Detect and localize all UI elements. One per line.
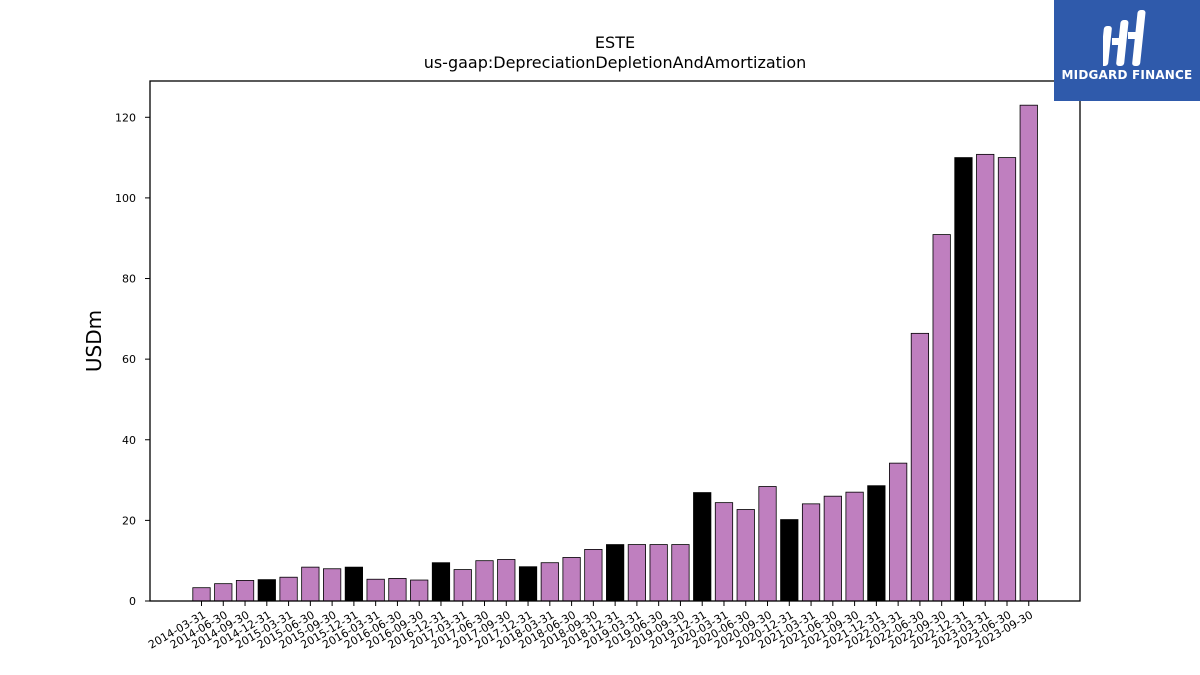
- bar: [344, 566, 363, 602]
- bar: [497, 559, 516, 602]
- bar: [431, 562, 451, 602]
- bar: [562, 557, 581, 602]
- bar: [410, 579, 429, 602]
- bar: [518, 566, 538, 602]
- bar: [889, 462, 908, 602]
- bar: [780, 519, 799, 602]
- y-tick-label: 40: [122, 434, 136, 447]
- bar: [801, 503, 821, 602]
- bar: [932, 234, 951, 602]
- bar: [954, 157, 973, 602]
- bar: [584, 549, 603, 602]
- bar: [388, 578, 407, 602]
- bar: [192, 587, 211, 602]
- y-tick-label: 100: [115, 192, 136, 205]
- bar: [453, 569, 472, 602]
- y-axis-label: USDm: [82, 310, 106, 372]
- midgard-logo-icon: [1103, 10, 1146, 66]
- bars-group: [192, 104, 1038, 602]
- bar: [997, 157, 1017, 602]
- midgard-finance-logo: MIDGARD FINANCE: [1054, 0, 1200, 101]
- bar: [606, 544, 625, 602]
- bar: [301, 566, 320, 602]
- bar: [475, 560, 494, 602]
- bar: [736, 509, 755, 602]
- bar: [823, 495, 842, 602]
- bar: [235, 580, 255, 602]
- bar: [1019, 104, 1038, 602]
- y-tick-label: 0: [129, 595, 136, 608]
- bar: [214, 583, 233, 602]
- bar: [976, 153, 995, 602]
- chart-title: ESTE: [595, 33, 635, 52]
- bar: [671, 544, 690, 602]
- bar: [714, 502, 734, 602]
- plot-frame: [149, 80, 1081, 602]
- bar: [758, 486, 777, 602]
- y-axis: 0 20 40 60 80 100 120: [115, 111, 150, 608]
- bar: [366, 578, 385, 602]
- y-tick-label: 20: [122, 514, 136, 527]
- bar: [257, 579, 276, 602]
- y-tick-label: 60: [122, 353, 136, 366]
- bar: [627, 544, 647, 602]
- y-tick-label: 120: [115, 111, 136, 124]
- bar: [693, 492, 712, 602]
- chart-subtitle: us-gaap:DepreciationDepletionAndAmortiza…: [424, 53, 807, 72]
- x-axis: 2014-03-312014-06-302014-09-302014-12-31…: [146, 601, 1035, 652]
- bar: [323, 568, 342, 602]
- bar: [279, 576, 298, 602]
- bar: [867, 485, 886, 602]
- bar: [845, 491, 864, 602]
- bar: [910, 332, 930, 602]
- y-tick-label: 80: [122, 273, 136, 286]
- bar: [540, 562, 559, 602]
- bar: [649, 544, 668, 602]
- logo-text: MIDGARD FINANCE: [1061, 68, 1193, 82]
